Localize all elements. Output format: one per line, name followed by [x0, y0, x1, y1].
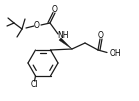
Text: O: O	[52, 5, 58, 14]
Text: O: O	[34, 22, 40, 31]
Text: NH: NH	[57, 32, 69, 41]
Text: Cl: Cl	[31, 80, 38, 89]
Text: O: O	[98, 31, 104, 39]
Text: OH: OH	[109, 48, 121, 57]
Polygon shape	[59, 38, 72, 49]
